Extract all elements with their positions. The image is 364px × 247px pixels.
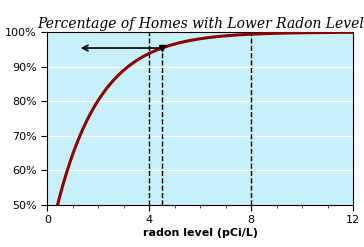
Title: Percentage of Homes with Lower Radon Level: Percentage of Homes with Lower Radon Lev… [37, 17, 364, 31]
X-axis label: radon level (pCi/L): radon level (pCi/L) [143, 228, 258, 238]
